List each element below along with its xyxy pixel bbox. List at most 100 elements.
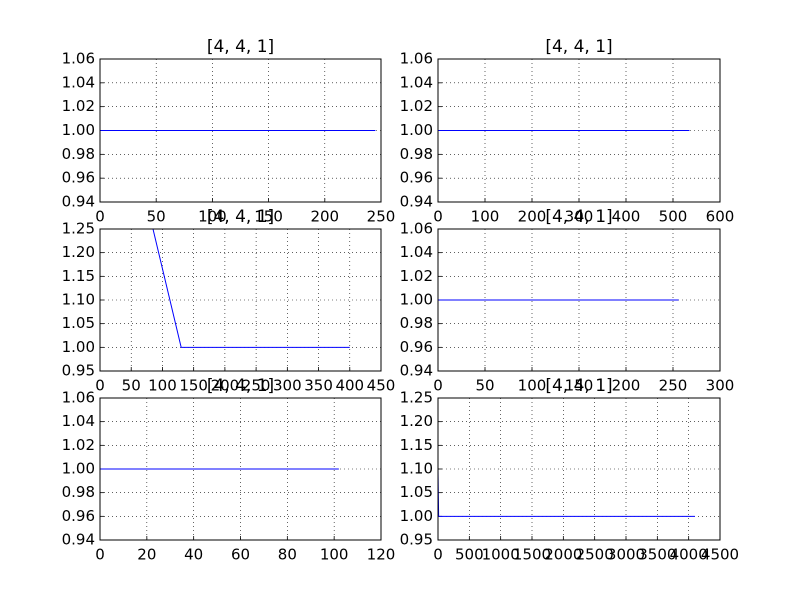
x-tick-label: 300 <box>565 208 594 226</box>
chart-title: [4, 4, 1] <box>545 37 612 57</box>
y-tick-label: 1.15 <box>400 436 433 454</box>
y-tick-label: 1.10 <box>400 460 433 478</box>
y-tick-label: 1.00 <box>62 338 95 356</box>
subplot: 0 50 100 150 200 250 300 350 400 4500.951.001.051… <box>62 207 396 395</box>
y-tick-label: 1.25 <box>400 389 433 407</box>
y-tick-label: 1.00 <box>62 460 95 478</box>
y-tick-label: 0.96 <box>400 338 433 356</box>
x-tick-label: 0 <box>95 377 105 395</box>
subplot: 0 100 200 300 400 500 600 0.94 0.96 0.98 1.00 1.02 1… <box>400 37 735 226</box>
x-tick-label: 500 <box>659 208 688 226</box>
y-tick-label: 1.02 <box>62 436 95 454</box>
x-tick-label: 300 <box>273 377 302 395</box>
x-tick-label: 4500 <box>701 546 739 564</box>
y-tick-label: 1.25 <box>62 220 95 238</box>
y-tick-label: 1.02 <box>400 267 433 285</box>
x-tick-label: 0 <box>433 377 443 395</box>
subplot: 0 500100015002000250030003500400045000.95… <box>400 376 740 564</box>
x-tick-label: 500 <box>455 546 484 564</box>
x-tick-label: 3500 <box>638 546 676 564</box>
y-tick-label: 1.20 <box>62 243 95 261</box>
x-tick-label: 300 <box>706 377 735 395</box>
x-tick-label: 20 <box>137 546 156 564</box>
y-tick-label: 0.94 <box>62 531 95 549</box>
x-tick-label: 600 <box>706 208 735 226</box>
x-tick-label: 40 <box>184 546 203 564</box>
y-tick-label: 0.96 <box>400 169 433 187</box>
axes-frame <box>437 228 721 372</box>
y-tick-label: 0.98 <box>62 145 95 163</box>
y-tick-label: 0.98 <box>400 314 433 332</box>
axes-frame <box>99 397 382 541</box>
x-tick-label: 200 <box>518 208 547 226</box>
y-tick-label: 1.15 <box>62 267 95 285</box>
axes-frame <box>437 397 721 541</box>
y-tick-label: 1.06 <box>62 50 95 68</box>
x-tick-label: 0 <box>95 208 105 226</box>
x-tick-label: 1500 <box>513 546 551 564</box>
y-tick-label: 1.00 <box>400 507 433 525</box>
y-tick-label: 1.00 <box>400 291 433 309</box>
x-tick-label: 100 <box>148 377 177 395</box>
x-tick-label: 50 <box>475 377 494 395</box>
x-tick-label: 200 <box>310 208 339 226</box>
x-tick-label: 250 <box>242 377 271 395</box>
y-tick-label: 1.04 <box>62 412 95 430</box>
x-tick-label: 120 <box>367 546 396 564</box>
x-tick-label: 150 <box>254 208 283 226</box>
y-tick-label: 1.05 <box>400 483 433 501</box>
x-tick-label: 2500 <box>576 546 614 564</box>
x-tick-label: 100 <box>471 208 500 226</box>
y-tick-label: 1.10 <box>62 291 95 309</box>
y-tick-label: 0.95 <box>400 531 433 549</box>
subplot: 0 20 40 60 80 100 120 0.94 0.96 0.98 1.00 1.02 1.04 1… <box>62 376 396 564</box>
x-tick-label: 200 <box>211 377 240 395</box>
x-tick-label: 60 <box>231 546 250 564</box>
x-tick-label: 100 <box>320 546 349 564</box>
chart-title: [4, 4, 1] <box>545 376 612 396</box>
subplot: 0 50 100 150 200 250 300 0.94 0.96 0.98 1.00 1.02 1.… <box>400 207 735 395</box>
data-line <box>152 229 350 348</box>
y-tick-label: 1.00 <box>400 121 433 139</box>
y-tick-label: 1.02 <box>400 97 433 115</box>
x-tick-label: 400 <box>612 208 641 226</box>
axes-frame <box>99 228 382 372</box>
x-tick-label: 200 <box>612 377 641 395</box>
y-tick-label: 1.04 <box>62 73 95 91</box>
x-tick-label: 100 <box>198 208 227 226</box>
axes-frame <box>437 58 721 203</box>
x-tick-label: 50 <box>147 208 166 226</box>
y-tick-label: 1.05 <box>62 314 95 332</box>
x-tick-label: 0 <box>433 208 443 226</box>
y-tick-label: 1.06 <box>400 50 433 68</box>
x-tick-label: 50 <box>122 377 141 395</box>
y-tick-label: 0.98 <box>400 145 433 163</box>
x-tick-label: 350 <box>304 377 333 395</box>
y-tick-label: 1.06 <box>400 220 433 238</box>
x-tick-label: 2000 <box>544 546 582 564</box>
y-tick-label: 1.04 <box>400 243 433 261</box>
axes-frame <box>99 58 382 203</box>
y-tick-label: 1.02 <box>62 97 95 115</box>
y-tick-label: 0.94 <box>400 193 433 211</box>
y-tick-label: 1.06 <box>62 389 95 407</box>
x-tick-label: 3000 <box>607 546 645 564</box>
y-tick-label: 0.95 <box>62 362 95 380</box>
chart-title: [4, 4, 1] <box>545 207 612 227</box>
subplot: 0 50 100 150 200 250 0.94 0.96 0.98 1.00 1.02 1.04 1… <box>62 37 396 226</box>
x-tick-label: 100 <box>518 377 547 395</box>
x-tick-label: 150 <box>179 377 208 395</box>
y-tick-label: 0.94 <box>400 362 433 380</box>
chart-title: [4, 4, 1] <box>207 376 274 396</box>
y-tick-label: 0.96 <box>62 507 95 525</box>
x-tick-label: 0 <box>95 546 105 564</box>
x-tick-label: 450 <box>367 377 396 395</box>
x-tick-label: 0 <box>433 546 443 564</box>
x-tick-label: 250 <box>659 377 688 395</box>
x-tick-label: 250 <box>367 208 396 226</box>
y-tick-label: 1.04 <box>400 73 433 91</box>
x-tick-label: 80 <box>278 546 297 564</box>
y-tick-label: 1.00 <box>62 121 95 139</box>
x-tick-label: 1000 <box>482 546 520 564</box>
